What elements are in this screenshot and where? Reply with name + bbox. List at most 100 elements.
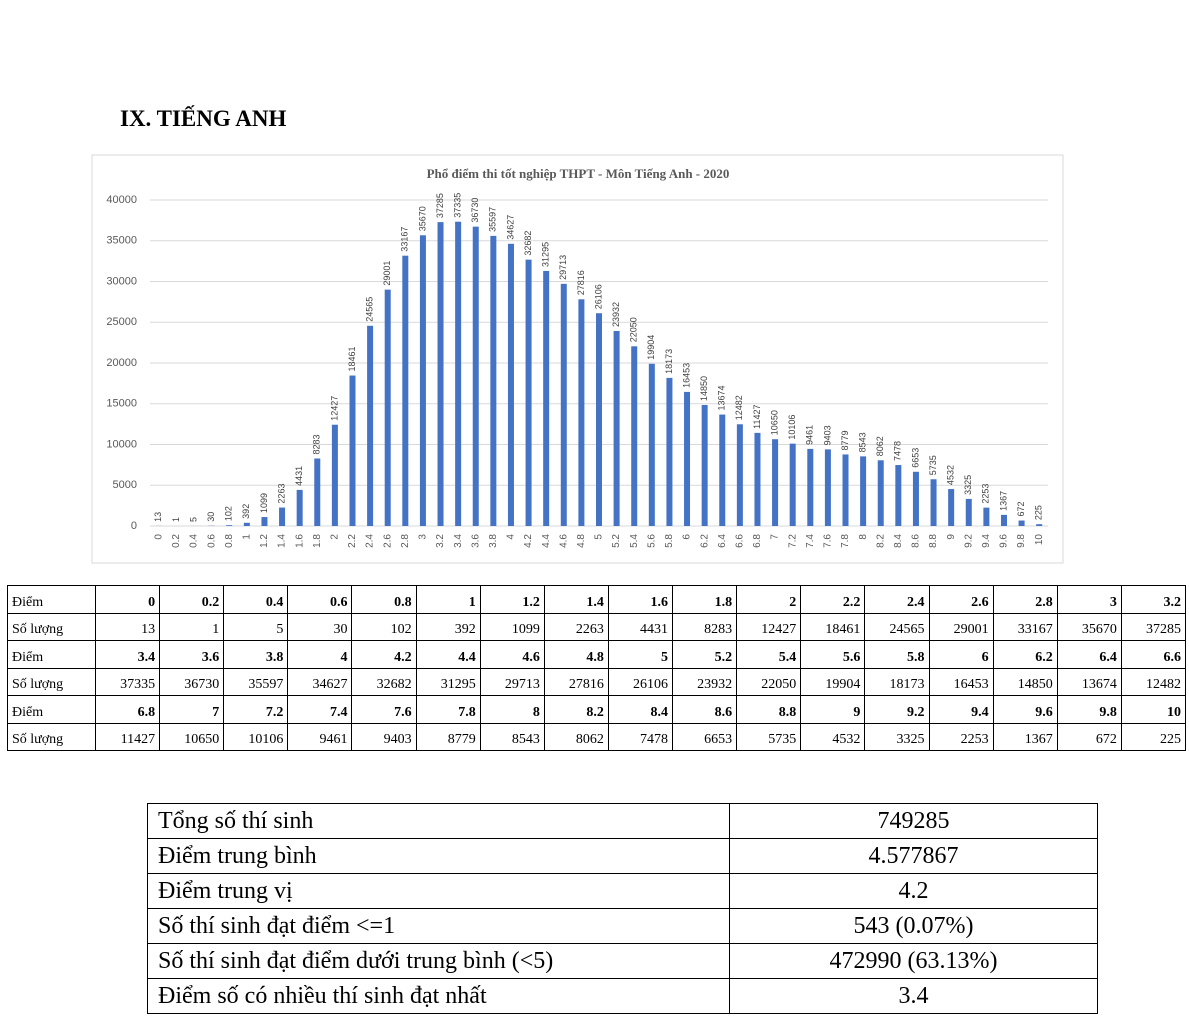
data-label: 13 (153, 512, 163, 522)
row-label: Số lượng (7, 667, 96, 696)
count-cell: 26106 (607, 667, 674, 696)
x-tick-label: 3.6 (470, 534, 481, 548)
score-cell: 5.2 (672, 640, 738, 669)
count-cell: 35597 (223, 667, 289, 696)
x-tick-label: 9 (946, 534, 957, 540)
count-cell: 8283 (672, 612, 738, 641)
count-cell: 12482 (1120, 667, 1186, 696)
score-cell: 6.8 (95, 695, 161, 724)
count-cell: 32682 (351, 667, 417, 696)
x-tick-label: 3.4 (453, 534, 464, 548)
bar (1018, 520, 1025, 526)
score-cell: 7.8 (415, 695, 481, 724)
x-tick-label: 5 (594, 534, 605, 540)
score-cell: 8.6 (672, 695, 738, 724)
data-label: 8283 (312, 434, 322, 454)
row-label: Số lượng (7, 612, 96, 641)
score-cell: 7.6 (351, 695, 417, 724)
bar (560, 283, 567, 526)
data-label: 37335 (453, 193, 463, 218)
x-tick-label: 3 (418, 534, 429, 540)
count-cell: 33167 (992, 612, 1058, 641)
bar (490, 235, 497, 526)
x-tick-label: 4 (506, 534, 517, 540)
count-cell: 13674 (1056, 667, 1122, 696)
bar (736, 424, 743, 526)
data-label: 14850 (699, 376, 709, 401)
score-cell: 5.8 (864, 640, 930, 669)
data-label: 392 (241, 504, 251, 519)
score-cell: 8.4 (607, 695, 674, 724)
score-cell: 1.4 (543, 585, 609, 614)
bar (419, 235, 426, 527)
bar (631, 346, 638, 526)
x-tick-label: 2.2 (347, 534, 358, 548)
score-cell: 0 (95, 585, 161, 614)
x-tick-label: 8.8 (928, 534, 939, 548)
score-cell: 10 (1120, 695, 1186, 724)
data-label: 34627 (505, 215, 515, 240)
bar (349, 375, 356, 526)
bar (965, 498, 972, 526)
count-cell: 9403 (351, 722, 417, 751)
count-cell: 29713 (479, 667, 545, 696)
score-cell: 1.6 (607, 585, 674, 614)
count-cell: 8062 (543, 722, 609, 751)
count-cell: 102 (351, 612, 417, 641)
score-cell: 3.2 (1120, 585, 1186, 614)
bar (279, 507, 286, 526)
count-cell: 2253 (928, 722, 994, 751)
x-tick-label: 10 (1034, 534, 1045, 546)
data-label: 22050 (629, 317, 639, 342)
summary-label: Số thí sinh đạt điểm <=1 (147, 908, 730, 944)
count-cell: 1 (159, 612, 225, 641)
bar (331, 424, 338, 526)
data-label: 1367 (998, 491, 1008, 511)
summary-value: 4.2 (729, 873, 1098, 909)
bar (824, 449, 831, 526)
score-cell: 1.2 (479, 585, 545, 614)
summary-value: 3.4 (729, 978, 1098, 1014)
score-cell: 8.8 (736, 695, 802, 724)
score-cell: 0.6 (287, 585, 353, 614)
count-cell: 18173 (864, 667, 930, 696)
x-tick-label: 1.8 (312, 534, 323, 548)
summary-value: 749285 (729, 803, 1098, 839)
data-label: 10106 (787, 415, 797, 440)
data-label: 672 (1016, 501, 1026, 516)
count-cell: 672 (1056, 722, 1122, 751)
bar (701, 404, 708, 526)
score-cell: 6.6 (1120, 640, 1186, 669)
chart-title: Phổ điểm thi tốt nghiệp THPT - Môn Tiếng… (427, 166, 730, 181)
y-tick-label: 15000 (106, 398, 137, 410)
data-label: 23932 (611, 302, 621, 327)
count-cell: 34627 (287, 667, 353, 696)
x-tick-label: 8.6 (911, 534, 922, 548)
count-cell: 16453 (928, 667, 994, 696)
score-cell: 7.2 (223, 695, 289, 724)
bar (314, 458, 321, 526)
data-label: 1099 (259, 493, 269, 513)
x-tick-label: 0.4 (189, 534, 200, 548)
count-cell: 392 (415, 612, 481, 641)
x-tick-label: 3.2 (435, 534, 446, 548)
score-cell: 3 (1056, 585, 1122, 614)
data-label: 5 (188, 517, 198, 522)
score-cell: 5.4 (736, 640, 802, 669)
score-cell: 9.2 (864, 695, 930, 724)
y-tick-label: 0 (131, 520, 137, 532)
score-cell: 2 (736, 585, 802, 614)
count-cell: 37285 (1120, 612, 1186, 641)
data-label: 13674 (717, 386, 727, 411)
bar (261, 517, 268, 526)
x-tick-label: 0.6 (206, 534, 217, 548)
summary-value: 4.577867 (729, 838, 1098, 874)
bar (877, 460, 884, 526)
score-cell: 6 (928, 640, 994, 669)
score-cell: 0.2 (159, 585, 225, 614)
count-cell: 13 (95, 612, 161, 641)
bar (807, 448, 814, 526)
x-tick-label: 1.6 (294, 534, 305, 548)
data-label: 35597 (488, 207, 498, 232)
